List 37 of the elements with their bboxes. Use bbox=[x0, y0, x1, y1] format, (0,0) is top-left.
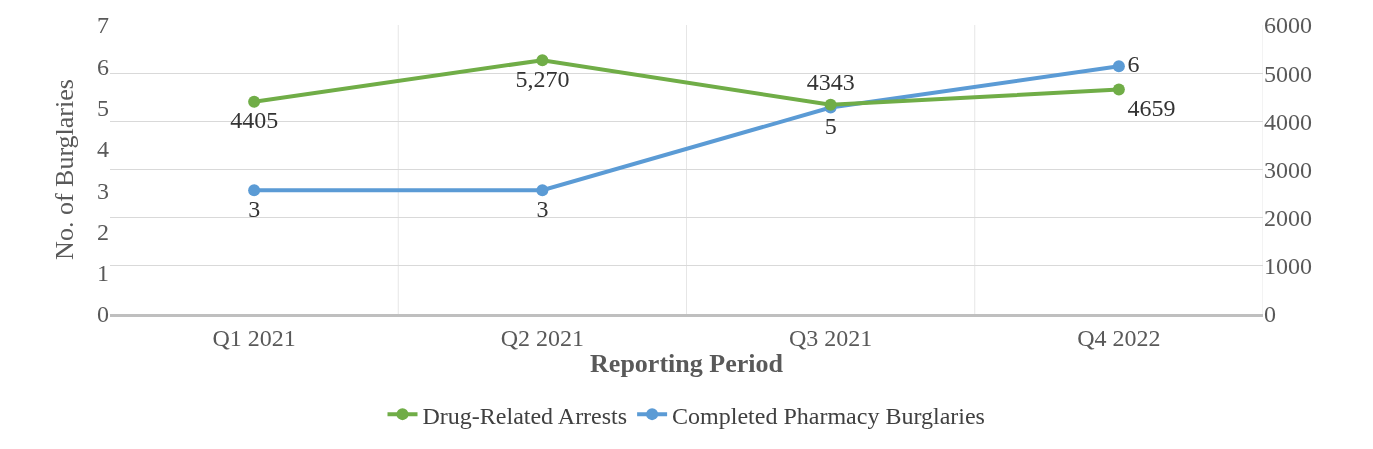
point bbox=[536, 184, 549, 197]
y-tick-label: 3 bbox=[97, 177, 109, 204]
y-tick-label: 6 bbox=[97, 53, 109, 80]
y-tick-label: 1 bbox=[97, 260, 109, 287]
x-axis-title: Reporting Period bbox=[590, 349, 784, 379]
x-tick-label: Q2 2021 bbox=[500, 324, 585, 351]
y-tick-label: 4 bbox=[97, 136, 109, 163]
data-label: 6 bbox=[1127, 51, 1140, 78]
x-tick-label: Q4 2022 bbox=[1077, 324, 1161, 351]
y2-tick-label: 6000 bbox=[1264, 12, 1312, 39]
y-tick-label: 7 bbox=[97, 12, 109, 39]
legend-label: Drug-Related Arrests bbox=[422, 402, 628, 429]
data-label: 3 bbox=[536, 195, 549, 222]
y-tick-label: 2 bbox=[97, 218, 109, 245]
y2-tick-label: 5000 bbox=[1264, 60, 1312, 87]
data-label: 4405 bbox=[230, 107, 279, 134]
point bbox=[1112, 60, 1125, 73]
y2-tick-label: 0 bbox=[1264, 301, 1276, 328]
y-tick-label: 5 bbox=[97, 94, 109, 121]
y2-tick-label: 4000 bbox=[1264, 108, 1312, 135]
y2-tick-label: 1000 bbox=[1264, 253, 1312, 280]
y2-tick-label: 3000 bbox=[1264, 156, 1312, 183]
point bbox=[248, 184, 261, 197]
data-label: 3 bbox=[248, 195, 261, 222]
data-label: 5,270 bbox=[515, 65, 570, 92]
x-tick-label: Q1 2021 bbox=[212, 324, 296, 351]
y-axis-title: No. of Burglaries bbox=[50, 79, 80, 260]
point bbox=[248, 95, 261, 108]
data-label: 5 bbox=[824, 113, 837, 140]
point bbox=[536, 54, 549, 67]
point bbox=[1112, 83, 1125, 96]
data-label: 4343 bbox=[806, 69, 855, 96]
x-tick-label: Q3 2021 bbox=[788, 324, 873, 351]
data-label: 4659 bbox=[1127, 95, 1176, 122]
legend-label: Completed Pharmacy Burglaries bbox=[672, 402, 985, 429]
y-tick-label: 0 bbox=[97, 301, 109, 328]
y2-tick-label: 2000 bbox=[1264, 205, 1312, 232]
